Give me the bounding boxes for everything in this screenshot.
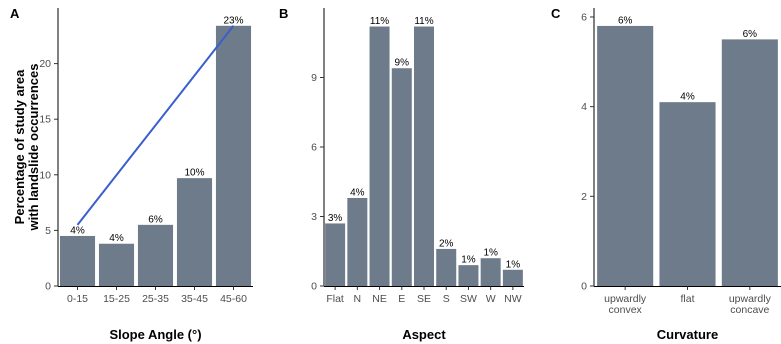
y-tick-label: 3	[311, 211, 317, 223]
x-tick-label: concave	[730, 304, 769, 316]
y-tick-label: 5	[45, 225, 51, 237]
data-label: 6%	[618, 15, 633, 26]
data-label: 3%	[328, 213, 343, 224]
panel-letter: B	[279, 6, 288, 21]
x-tick-label: 35-45	[181, 293, 208, 305]
data-label: 4%	[109, 233, 124, 244]
trend-line	[76, 25, 235, 226]
x-tick-label: S	[443, 293, 450, 305]
bar	[458, 265, 479, 286]
x-tick-label: flat	[680, 293, 694, 305]
x-tick-label: SW	[460, 293, 477, 305]
data-label: 23%	[223, 15, 243, 26]
data-label: 10%	[184, 168, 204, 179]
panel-letter: C	[551, 6, 561, 21]
y-tick-label: 0	[581, 281, 587, 293]
data-label: 11%	[370, 16, 389, 27]
data-label: 1%	[461, 255, 476, 266]
data-label: 9%	[395, 58, 410, 69]
y-tick-label: 0	[311, 281, 317, 293]
bar	[347, 197, 368, 286]
bar	[215, 25, 252, 287]
panel-b: B 3% 4% 11% 9% 11% 2% 1% 1% 1% 0 3 6 9 Flat N NE E SE S SW W N…	[279, 6, 524, 342]
y-tick-label: 6	[581, 11, 587, 23]
x-axis-title: Curvature	[657, 327, 718, 342]
bar	[137, 224, 174, 286]
x-tick-label: E	[398, 293, 405, 305]
data-label: 6%	[743, 29, 758, 40]
data-label: 6%	[148, 214, 163, 225]
bar	[59, 235, 96, 286]
x-tick-label: NW	[504, 293, 522, 305]
x-tick-label: N	[354, 293, 362, 305]
y-tick-label: 0	[45, 281, 51, 293]
x-tick-label: 15-25	[103, 293, 130, 305]
bar	[597, 25, 654, 286]
y-tick-label: 9	[311, 72, 317, 84]
x-tick-label: SE	[417, 293, 431, 305]
bar	[502, 269, 523, 286]
data-label: 4%	[70, 225, 85, 236]
x-tick-label: 25-35	[142, 293, 169, 305]
x-tick-label: NE	[372, 293, 387, 305]
y-axis-title: Percentage of study areawith landslide o…	[12, 64, 41, 232]
data-label: 1%	[483, 248, 498, 259]
y-tick-label: 4	[581, 101, 587, 113]
bar	[369, 26, 390, 287]
x-tick-label: upwardly	[604, 293, 647, 305]
y-tick-label: 15	[39, 114, 51, 126]
y-tick-label: 2	[581, 191, 587, 203]
bar	[721, 39, 778, 286]
x-tick-label: W	[486, 293, 496, 305]
x-tick-label: 45-60	[220, 293, 247, 305]
bar	[414, 26, 434, 287]
y-tick-label: 6	[311, 142, 317, 154]
x-axis-title: Slope Angle (°)	[109, 327, 201, 342]
data-label: 11%	[414, 16, 433, 27]
data-label: 4%	[680, 92, 695, 103]
data-label: 1%	[506, 259, 521, 270]
bar	[659, 102, 716, 287]
bar	[176, 178, 213, 286]
y-tick-label: 20	[39, 58, 51, 70]
bar	[325, 223, 346, 286]
y-axis-title-line: Percentage of study area	[12, 69, 27, 224]
x-tick-label: 0-15	[67, 293, 88, 305]
bar	[391, 68, 412, 286]
panel-a: A 4% 4% 6% 10% 23% 0 5 10 15 20 0-15 15-25 25-35 35-45…	[10, 6, 253, 342]
x-tick-label: Flat	[326, 293, 344, 305]
x-axis-title: Aspect	[402, 327, 446, 342]
x-tick-label: convex	[609, 304, 643, 316]
x-tick-label: upwardly	[729, 293, 772, 305]
data-label: 4%	[350, 187, 365, 198]
data-label: 2%	[439, 238, 454, 249]
bar	[98, 243, 135, 286]
y-axis-title-line: with landslide occurrences	[26, 64, 41, 232]
panel-letter: A	[10, 6, 20, 21]
y-tick-label: 10	[39, 169, 51, 181]
bar	[436, 248, 457, 286]
bar	[480, 258, 501, 286]
